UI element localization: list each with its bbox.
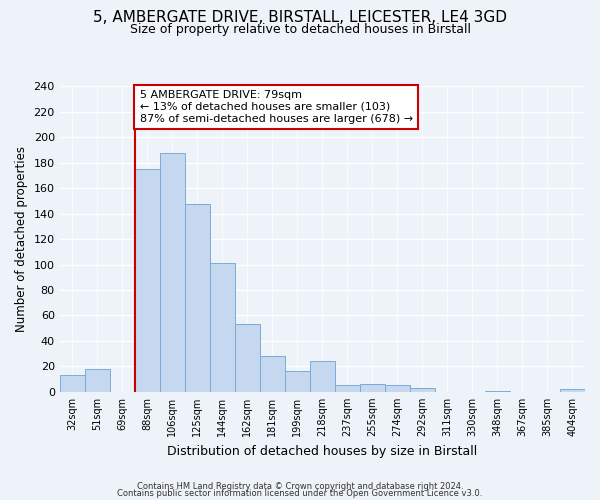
- Bar: [410, 388, 435, 392]
- Bar: [485, 390, 510, 392]
- X-axis label: Distribution of detached houses by size in Birstall: Distribution of detached houses by size …: [167, 444, 478, 458]
- Bar: [385, 386, 410, 392]
- Y-axis label: Number of detached properties: Number of detached properties: [15, 146, 28, 332]
- Bar: [285, 372, 310, 392]
- Bar: [335, 386, 360, 392]
- Bar: [260, 356, 285, 392]
- Text: 5 AMBERGATE DRIVE: 79sqm
← 13% of detached houses are smaller (103)
87% of semi-: 5 AMBERGATE DRIVE: 79sqm ← 13% of detach…: [140, 90, 413, 124]
- Text: Contains HM Land Registry data © Crown copyright and database right 2024.: Contains HM Land Registry data © Crown c…: [137, 482, 463, 491]
- Bar: [560, 390, 585, 392]
- Text: Contains public sector information licensed under the Open Government Licence v3: Contains public sector information licen…: [118, 490, 482, 498]
- Bar: [59, 376, 85, 392]
- Bar: [310, 362, 335, 392]
- Bar: [360, 384, 385, 392]
- Bar: [135, 169, 160, 392]
- Bar: [85, 369, 110, 392]
- Text: 5, AMBERGATE DRIVE, BIRSTALL, LEICESTER, LE4 3GD: 5, AMBERGATE DRIVE, BIRSTALL, LEICESTER,…: [93, 10, 507, 25]
- Bar: [185, 204, 210, 392]
- Bar: [210, 264, 235, 392]
- Text: Size of property relative to detached houses in Birstall: Size of property relative to detached ho…: [130, 22, 470, 36]
- Bar: [160, 152, 185, 392]
- Bar: [235, 324, 260, 392]
